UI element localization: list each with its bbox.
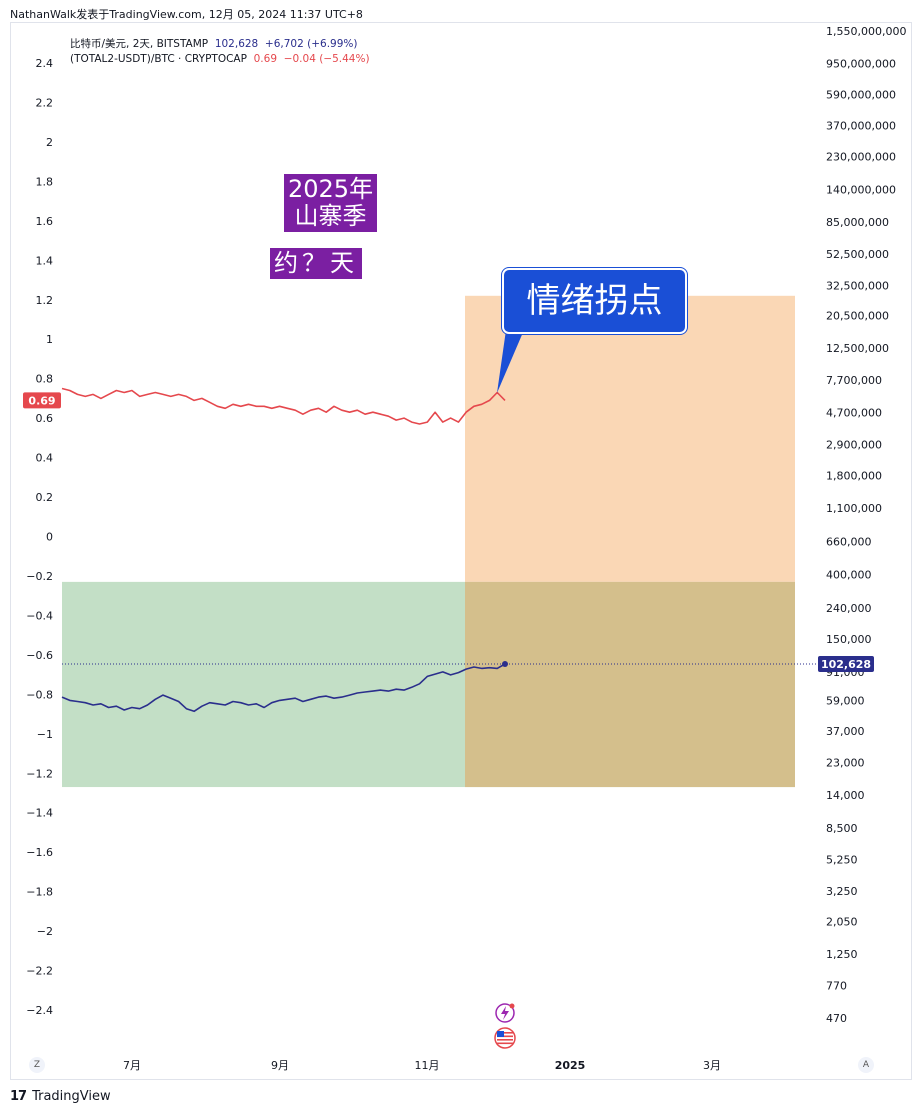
footer-brand: TradingView [32, 1089, 111, 1104]
legend-ratio-symbol: (TOTAL2-USDT)/BTC · CRYPTOCAP [70, 53, 247, 65]
left-tick-label: 1.8 [36, 175, 54, 188]
altseason-label[interactable]: 2025年 山寨季 [284, 174, 378, 232]
sentiment-callout[interactable]: 情绪拐点 [502, 268, 687, 334]
legend-btc-symbol: 比特币/美元, 2天, BITSTAMP [70, 38, 209, 50]
right-tick-label: 230,000,000 [826, 151, 896, 164]
left-tick-label: −1.4 [26, 807, 53, 820]
legend-ratio-value: 0.69 [253, 53, 278, 65]
right-tick-label: 660,000 [826, 536, 872, 549]
left-tick-label: −0.8 [26, 688, 53, 701]
legend-btc-change: +6,702 (+6.99%) [264, 38, 358, 50]
ratio-price-badge [23, 392, 61, 409]
footer: 17 TradingView [10, 1089, 111, 1104]
left-tick-label: 1 [46, 333, 53, 346]
right-tick-label: 140,000,000 [826, 183, 896, 196]
btc-series-line [61, 663, 506, 713]
right-tick-label: 2,900,000 [826, 438, 882, 451]
x-axis: 7月 9月 11月 2025 3月 [123, 1059, 721, 1072]
left-tick-label: 1.4 [36, 254, 54, 267]
left-tick-label: −1 [37, 728, 53, 741]
ratio-price-badge-text: 0.69 [28, 394, 55, 407]
orange-zone [465, 295, 795, 582]
btc-price-badge [818, 656, 874, 672]
right-tick-label: 370,000,000 [826, 119, 896, 132]
btc-price-badge-text: 102,628 [821, 658, 871, 671]
right-tick-label: 20,500,000 [826, 310, 889, 323]
right-tick-label: 59,000 [826, 694, 865, 707]
right-axis: 1,550,000,000 950,000,000 590,000,000 370,0… [826, 25, 906, 1025]
left-tick-label: −2.4 [26, 1004, 53, 1017]
left-tick-label: −2 [37, 925, 53, 938]
left-tick-label: 2.4 [36, 57, 54, 70]
x-tick-label: 2025 [555, 1059, 586, 1072]
right-tick-label: 7,700,000 [826, 374, 882, 387]
right-tick-label: 470 [826, 1012, 847, 1025]
left-tick-label: 0.8 [36, 373, 54, 386]
legend-btc-value: 102,628 [214, 38, 259, 50]
left-tick-label: 1.6 [36, 215, 54, 228]
left-tick-label: 2.2 [36, 96, 54, 109]
event-icons [494, 1003, 516, 1049]
right-tick-label: 400,000 [826, 569, 872, 582]
btc-last-point [502, 661, 508, 667]
right-tick-label: 150,000 [826, 633, 872, 646]
left-tick-label: −0.2 [26, 570, 53, 583]
right-tick-label: 8,500 [826, 822, 858, 835]
right-tick-label: 5,250 [826, 854, 858, 867]
right-tick-label: 1,250 [826, 948, 858, 961]
left-tick-label: −0.4 [26, 609, 53, 622]
right-tick-label: 37,000 [826, 725, 865, 738]
left-tick-label: −1.8 [26, 886, 53, 899]
legend-ratio[interactable]: (TOTAL2-USDT)/BTC · CRYPTOCAP 0.69 −0.04… [70, 53, 370, 65]
right-tick-label: 950,000,000 [826, 57, 896, 70]
legend-btc[interactable]: 比特币/美元, 2天, BITSTAMP 102,628 +6,702 (+6.… [70, 36, 357, 51]
legend-ratio-change: −0.04 (−5.44%) [283, 53, 370, 65]
right-tick-label: 1,800,000 [826, 470, 882, 483]
left-tick-label: 1.2 [36, 294, 54, 307]
x-tick-label: 7月 [123, 1059, 141, 1072]
left-tick-label: 0 [46, 531, 53, 544]
right-tick-label: 770 [826, 980, 847, 993]
left-tick-label: −1.6 [26, 846, 53, 859]
left-tick-label: 0.6 [36, 412, 54, 425]
price-markers: 102,628 0.69 [23, 330, 874, 672]
left-tick-label: 0.4 [36, 452, 54, 465]
left-tick-label: 0.2 [36, 491, 54, 504]
left-tick-label: −2.2 [26, 965, 53, 978]
right-tick-label: 1,550,000,000 [826, 25, 906, 38]
chart-zones [62, 295, 795, 788]
us-flag-event-icon [494, 1027, 516, 1049]
lightning-event-icon [495, 1003, 515, 1023]
callout-pointer [497, 330, 524, 393]
a-button[interactable]: A [858, 1057, 874, 1073]
x-tick-label: 9月 [271, 1059, 289, 1072]
left-tick-label: −0.6 [26, 649, 53, 662]
x-tick-label: 11月 [415, 1059, 440, 1072]
right-tick-label: 52,500,000 [826, 248, 889, 261]
right-tick-label: 4,700,000 [826, 407, 882, 420]
publish-caption: NathanWalk发表于TradingView.com, 12月 05, 20… [10, 8, 363, 21]
right-tick-label: 240,000 [826, 602, 872, 615]
x-tick-label: 3月 [703, 1059, 721, 1072]
z-button[interactable]: Z [29, 1057, 45, 1073]
ratio-series-line [61, 387, 506, 425]
days-label[interactable]: 约？天 [270, 248, 362, 279]
left-axis: 2.4 2.2 2 1.8 1.6 1.4 1.2 1 0.8 0.6 0.4 0.2 0 −0.2 −0.… [26, 57, 53, 1017]
chart-frame [10, 22, 912, 1080]
left-tick-label: 2 [46, 136, 53, 149]
right-tick-label: 32,500,000 [826, 279, 889, 292]
right-tick-label: 14,000 [826, 789, 865, 802]
right-tick-label: 2,050 [826, 915, 858, 928]
left-tick-label: −1.2 [26, 767, 53, 780]
right-tick-label: 85,000,000 [826, 216, 889, 229]
tradingview-logo-icon: 17 [10, 1089, 27, 1104]
right-tick-label: 3,250 [826, 885, 858, 898]
right-tick-label: 1,100,000 [826, 502, 882, 515]
overlap-zone [465, 581, 795, 788]
series-lines [61, 387, 506, 713]
right-tick-label: 23,000 [826, 756, 865, 769]
right-tick-label: 12,500,000 [826, 342, 889, 355]
right-tick-label: 590,000,000 [826, 89, 896, 102]
